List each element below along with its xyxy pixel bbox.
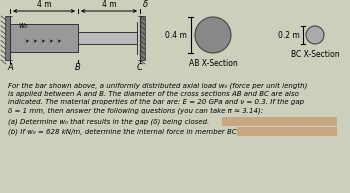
Text: A: A <box>7 63 13 72</box>
Text: 0.4 m: 0.4 m <box>165 30 187 40</box>
Bar <box>222 117 337 126</box>
Text: (a) Determine w₀ that results in the gap (δ) being closed.: (a) Determine w₀ that results in the gap… <box>8 118 209 125</box>
Text: indicated. The material properties of the bar are: E = 20 GPa and ν = 0.3. If th: indicated. The material properties of th… <box>8 99 304 105</box>
Circle shape <box>195 17 231 53</box>
Text: C: C <box>137 63 143 72</box>
Bar <box>10 24 78 52</box>
Text: δ = 1 mm, then answer the following questions (you can take π ≈ 3.14):: δ = 1 mm, then answer the following ques… <box>8 108 263 114</box>
Text: B: B <box>75 63 81 72</box>
Text: w₀: w₀ <box>18 21 27 30</box>
Text: (b) If w₀ = 628 kN/m, determine the internal force in member BC?: (b) If w₀ = 628 kN/m, determine the inte… <box>8 128 240 135</box>
Bar <box>237 127 337 136</box>
Text: is applied between A and B. The diameter of the cross sections AB and BC are als: is applied between A and B. The diameter… <box>8 91 299 97</box>
Text: δ: δ <box>143 0 148 9</box>
Text: AB X-Section: AB X-Section <box>189 59 237 68</box>
Bar <box>5 16 10 60</box>
Text: 0.2 m: 0.2 m <box>278 30 300 40</box>
Text: For the bar shown above, a uniformly distributed axial load w₀ (force per unit l: For the bar shown above, a uniformly dis… <box>8 82 307 89</box>
Text: 4 m: 4 m <box>102 0 116 9</box>
Circle shape <box>306 26 324 44</box>
Text: BC X-Section: BC X-Section <box>291 50 339 59</box>
Text: 4 m: 4 m <box>37 0 51 9</box>
Bar <box>78 32 137 44</box>
Bar <box>140 16 145 60</box>
